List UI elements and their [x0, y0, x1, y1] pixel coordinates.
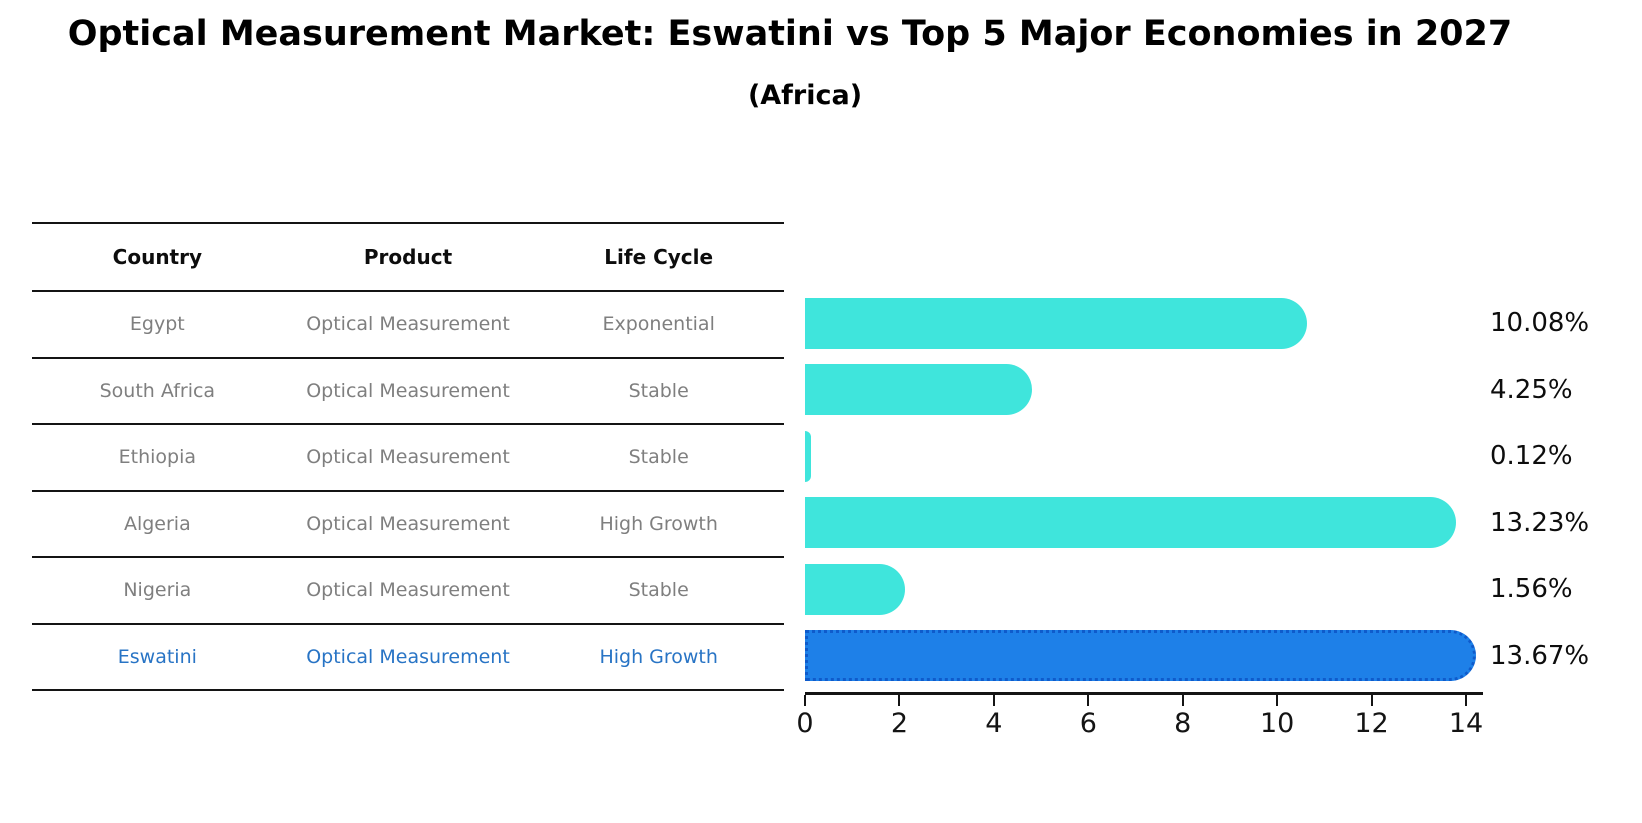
x-axis-tick-label: 10: [1259, 708, 1295, 739]
bar-value-label: 10.08%: [1490, 308, 1590, 339]
cell-product: Optical Measurement: [306, 645, 510, 668]
table-row: Egypt Optical Measurement Exponential: [32, 292, 784, 359]
table-row: South Africa Optical Measurement Stable: [32, 359, 784, 425]
column-header-product: Product: [363, 245, 453, 269]
column-header-country: Country: [112, 245, 203, 269]
x-axis-tick-label: 12: [1354, 708, 1389, 739]
cell-life-cycle: Stable: [628, 379, 689, 402]
x-axis-tick: [1087, 695, 1090, 706]
table-row-highlighted: Eswatini Optical Measurement High Growth: [32, 625, 784, 691]
table-header-row: Country Product Life Cycle: [32, 222, 784, 292]
bar-value-label: 1.56%: [1490, 574, 1573, 605]
x-axis-tick: [1465, 695, 1467, 706]
bar-nigeria: [805, 563, 905, 615]
bar-value-label: 4.25%: [1490, 374, 1573, 405]
x-axis-tick-label: 4: [985, 708, 1003, 739]
table-row: Nigeria Optical Measurement Stable: [32, 558, 784, 625]
cell-country: South Africa: [99, 379, 216, 402]
x-axis-tick-label: 14: [1448, 708, 1484, 739]
x-axis-tick-label: 0: [796, 708, 814, 739]
cell-country: Eswatini: [117, 645, 197, 668]
x-axis-tick: [898, 695, 901, 706]
page-title: Optical Measurement Market: Eswatini vs …: [67, 14, 1513, 54]
cell-life-cycle: Stable: [628, 446, 689, 469]
bar-eswatini-highlighted: [805, 630, 1477, 682]
bar-value-label: 0.12%: [1490, 441, 1573, 472]
cell-life-cycle: Stable: [628, 579, 689, 602]
x-axis-tick-label: 8: [1174, 708, 1192, 739]
cell-product: Optical Measurement: [306, 579, 510, 602]
bar-algeria: [805, 497, 1456, 549]
country-table: Country Product Life Cycle Egypt Optical…: [32, 222, 784, 691]
cell-product: Optical Measurement: [306, 512, 510, 535]
cell-product: Optical Measurement: [306, 379, 510, 402]
x-axis-tick: [804, 695, 806, 706]
bar-egypt: [805, 297, 1307, 349]
cell-country: Egypt: [129, 313, 185, 336]
cell-country: Algeria: [123, 512, 191, 535]
page-subtitle: (Africa): [747, 80, 863, 111]
x-axis-tick: [1181, 695, 1184, 706]
column-header-life-cycle: Life Cycle: [604, 245, 714, 269]
x-axis-tick: [1276, 695, 1279, 706]
x-axis-line: [805, 692, 1483, 695]
cell-country: Ethiopia: [118, 446, 197, 469]
bar-ethiopia: [805, 430, 811, 482]
table-row: Ethiopia Optical Measurement Stable: [32, 425, 784, 492]
bar-value-label: 13.67%: [1490, 640, 1590, 671]
x-axis-tick: [1370, 695, 1373, 706]
cell-life-cycle: High Growth: [599, 512, 718, 535]
cell-product: Optical Measurement: [306, 446, 510, 469]
cell-country: Nigeria: [123, 579, 192, 602]
table-row: Algeria Optical Measurement High Growth: [32, 492, 784, 558]
bar-value-label: 13.23%: [1490, 507, 1590, 538]
bar-south-africa: [805, 364, 1032, 416]
x-axis-tick-label: 2: [890, 708, 909, 739]
x-axis-tick: [992, 695, 995, 706]
cell-life-cycle: Exponential: [602, 313, 715, 336]
cell-life-cycle: High Growth: [599, 645, 718, 668]
x-axis-tick-label: 6: [1079, 708, 1097, 739]
cell-product: Optical Measurement: [306, 313, 510, 336]
